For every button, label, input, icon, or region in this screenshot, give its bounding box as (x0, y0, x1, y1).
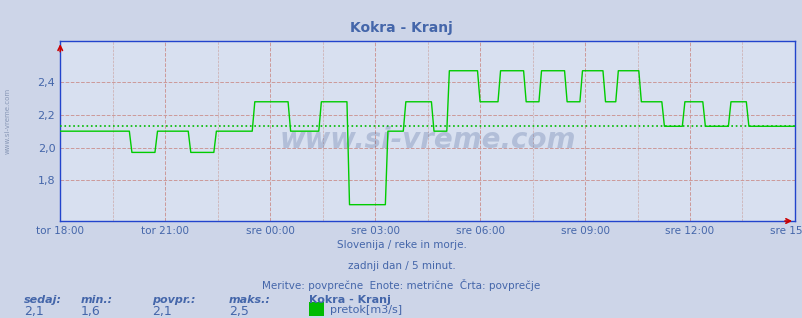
Text: 1,6: 1,6 (80, 305, 100, 318)
Text: zadnji dan / 5 minut.: zadnji dan / 5 minut. (347, 261, 455, 271)
Text: 2,1: 2,1 (24, 305, 44, 318)
Text: 2,1: 2,1 (152, 305, 172, 318)
Text: Kokra - Kranj: Kokra - Kranj (309, 295, 391, 305)
Text: pretok[m3/s]: pretok[m3/s] (330, 305, 402, 315)
Text: sedaj:: sedaj: (24, 295, 62, 305)
Text: Kokra - Kranj: Kokra - Kranj (350, 21, 452, 35)
Text: www.si-vreme.com: www.si-vreme.com (5, 88, 11, 154)
Text: www.si-vreme.com: www.si-vreme.com (279, 126, 575, 154)
Text: Slovenija / reke in morje.: Slovenija / reke in morje. (336, 240, 466, 250)
Text: maks.:: maks.: (229, 295, 270, 305)
Text: povpr.:: povpr.: (152, 295, 196, 305)
Text: Meritve: povprečne  Enote: metrične  Črta: povprečje: Meritve: povprečne Enote: metrične Črta:… (262, 280, 540, 291)
Text: min.:: min.: (80, 295, 112, 305)
Text: 2,5: 2,5 (229, 305, 249, 318)
